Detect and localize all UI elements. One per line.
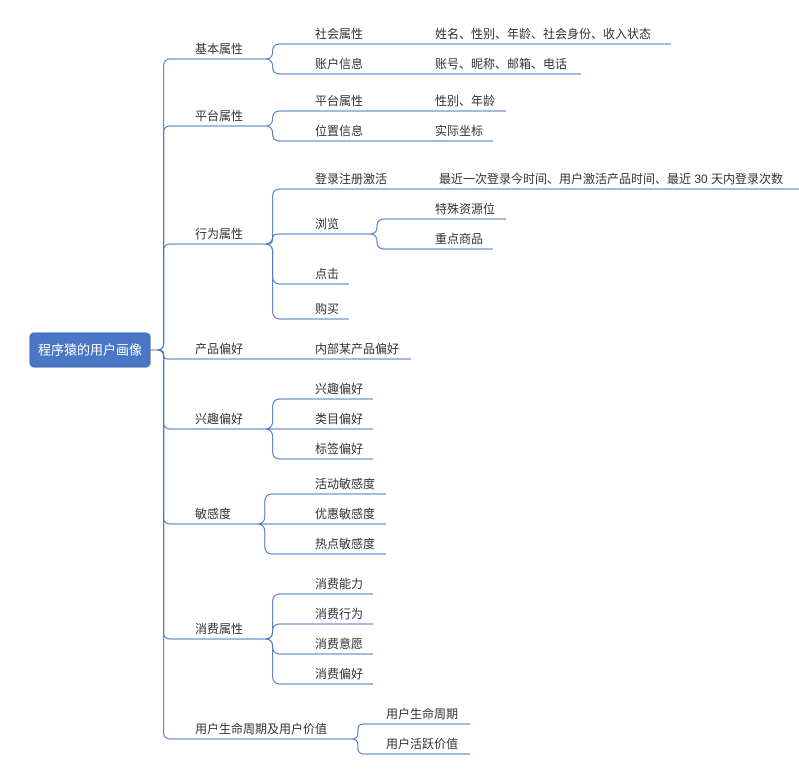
l2-node: 内部某产品偏好: [315, 341, 399, 356]
connector: [346, 724, 380, 739]
l2-node: 标签偏好: [315, 441, 363, 456]
connector: [253, 126, 309, 141]
l2-node: 消费偏好: [315, 666, 363, 681]
l3-node: 特殊资源位: [435, 201, 495, 216]
l3-node: 最近一次登录今时间、用户激活产品时间、最近 30 天内登录次数: [439, 171, 783, 186]
l2-node: 消费行为: [315, 607, 363, 621]
connector: [253, 234, 309, 244]
connector: [150, 350, 189, 429]
l2-node: 热点敏感度: [315, 536, 375, 551]
connector: [346, 739, 380, 754]
l3-node: 重点商品: [435, 231, 483, 246]
l2-node: 社会属性: [315, 26, 363, 41]
connector: [349, 219, 429, 234]
connector: [253, 639, 309, 684]
l2-node: 点击: [315, 267, 339, 281]
l2-node: 购买: [315, 301, 339, 316]
l2-node: 活动敏感度: [315, 476, 375, 491]
l1-node: 平台属性: [195, 108, 243, 123]
l3-node: 姓名、性别、年龄、社会身份、收入状态: [435, 26, 651, 41]
connector: [150, 350, 189, 639]
l3-node: 实际坐标: [435, 123, 483, 138]
l1-node: 兴趣偏好: [195, 411, 243, 426]
l2-node: 用户生命周期: [386, 706, 458, 721]
connector: [253, 244, 309, 319]
connector: [150, 59, 189, 350]
l3-node: 性别、年龄: [435, 94, 495, 108]
l2-node: 浏览: [315, 216, 339, 231]
l2-node: 优惠敏感度: [315, 506, 375, 521]
connector: [253, 624, 309, 639]
l1-node: 敏感度: [195, 506, 231, 521]
l2-node: 消费意愿: [315, 636, 363, 651]
l1-node: 消费属性: [195, 622, 243, 636]
connector: [150, 350, 189, 359]
connector: [150, 350, 189, 739]
l1-node: 行为属性: [195, 227, 243, 241]
connector: [241, 524, 309, 554]
connector: [253, 189, 309, 244]
l2-node: 位置信息: [315, 123, 363, 138]
l2-node: 账户信息: [315, 56, 363, 71]
mindmap-canvas: 程序猿的用户画像 基本属性 社会属性 姓名、性别、年龄、社会身份、收入状态账户信息 账号…: [0, 0, 799, 770]
connector: [253, 244, 309, 284]
connector: [253, 399, 309, 429]
root-label: 程序猿的用户画像: [38, 342, 142, 357]
l2-node: 消费能力: [315, 577, 363, 591]
l2-node: 类目偏好: [315, 411, 363, 426]
l3-node: 账号、昵称、邮箱、电话: [435, 56, 567, 71]
connector: [150, 350, 189, 524]
connector: [253, 44, 309, 59]
connector: [253, 111, 309, 126]
l2-node: 登录注册激活: [315, 171, 387, 186]
l1-node: 产品偏好: [195, 341, 243, 356]
connector: [253, 639, 309, 654]
connector: [349, 234, 429, 249]
connector: [253, 429, 309, 459]
l1-node: 基本属性: [195, 42, 243, 56]
connector: [253, 59, 309, 74]
connector: [150, 126, 189, 350]
l2-node: 平台属性: [315, 93, 363, 108]
l1-node: 用户生命周期及用户价值: [195, 721, 327, 736]
connector: [253, 594, 309, 639]
l2-node: 用户活跃价值: [386, 736, 458, 751]
connector: [241, 494, 309, 524]
connector: [150, 244, 189, 350]
l2-node: 兴趣偏好: [315, 381, 363, 396]
